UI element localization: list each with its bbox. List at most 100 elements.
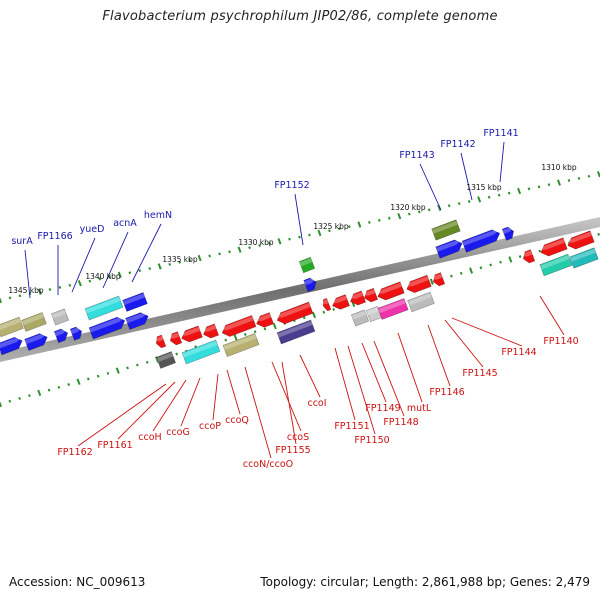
gene-cog-shape bbox=[569, 247, 599, 269]
gene-cog-shape bbox=[21, 312, 47, 332]
scale-ring-outer-tick bbox=[0, 296, 2, 304]
lower-callout-line bbox=[244, 366, 272, 459]
scale-ring-outer-tick bbox=[288, 237, 291, 241]
gene-cog-inner-shape bbox=[181, 339, 221, 365]
upper-callout-line bbox=[71, 237, 96, 293]
gene-fwd-shape bbox=[69, 326, 83, 341]
gene-rev-shine bbox=[566, 231, 592, 243]
gene-rev bbox=[255, 312, 274, 328]
scale-ring-outer-tick bbox=[37, 288, 42, 295]
scale-ring-inner-tick bbox=[272, 322, 277, 330]
scale-ring-inner-tick bbox=[243, 333, 247, 336]
lower-callout-line bbox=[361, 342, 387, 403]
upper-gene-label: FP1141 bbox=[483, 128, 518, 139]
lower-gene-label: FP1150 bbox=[354, 435, 389, 446]
scale-ring-inner-tick bbox=[538, 249, 542, 253]
gene-cog-shape bbox=[298, 256, 316, 274]
scale-ring-outer-tick bbox=[148, 267, 152, 271]
gene-cog-inner bbox=[156, 351, 176, 369]
gene-rev-shine bbox=[322, 299, 329, 305]
scale-label: 1310 kbp bbox=[541, 163, 577, 172]
scale-ring-outer-tick bbox=[88, 279, 92, 283]
scale-label: 1335 kbp bbox=[162, 255, 198, 264]
gene-fwd-shape bbox=[501, 226, 515, 241]
lower-gene-label: FP1149 bbox=[365, 403, 400, 414]
scale-ring-outer-tick bbox=[527, 187, 531, 191]
gene-fwd bbox=[303, 277, 317, 292]
gene-fwd bbox=[69, 326, 83, 341]
gene-cog-inner-shine bbox=[182, 340, 218, 358]
scale-ring-inner-tick bbox=[233, 334, 238, 341]
upper-callout-line bbox=[294, 193, 304, 246]
gene-rev-shape bbox=[322, 297, 332, 312]
scale-ring-outer-tick bbox=[357, 221, 362, 228]
gene-cog-inner bbox=[181, 339, 221, 365]
scale-ring-inner-tick bbox=[224, 338, 228, 342]
upper-gene-label: FP1143 bbox=[399, 150, 434, 161]
scale-ring-outer-tick bbox=[8, 296, 12, 300]
scale-ring-outer-tick bbox=[487, 195, 491, 199]
scale-ring-outer-tick bbox=[377, 218, 381, 222]
gene-rev-shine bbox=[276, 302, 311, 318]
gene-rev bbox=[363, 287, 379, 303]
lower-gene-label: FP1148 bbox=[383, 417, 418, 428]
scale-ring-outer-tick bbox=[138, 269, 142, 273]
scale-ring-outer-tick bbox=[407, 212, 411, 216]
gene-rev-shape bbox=[567, 230, 595, 250]
scale-ring-outer-tick bbox=[77, 280, 82, 287]
gene-rev-shine bbox=[363, 289, 376, 296]
scale-ring-inner-tick bbox=[37, 389, 42, 397]
scale-ring-outer-tick bbox=[467, 199, 471, 203]
gene-cog-shine bbox=[85, 296, 121, 314]
gene-cog-shine bbox=[122, 293, 146, 306]
gene-rev bbox=[349, 290, 367, 306]
gene-rev bbox=[566, 230, 595, 250]
scale-ring-outer-tick bbox=[98, 277, 102, 281]
scale-ring-outer-tick bbox=[308, 233, 311, 237]
scale-ring-outer-tick bbox=[277, 238, 282, 245]
scale-ring-outer-tick bbox=[258, 244, 261, 247]
scale-ring-inner-tick bbox=[57, 385, 61, 389]
gene-fwd-shine bbox=[54, 329, 67, 337]
lower-gene-label: ccoQ bbox=[225, 415, 249, 426]
scale-ring-inner-tick bbox=[263, 327, 267, 331]
scale-ring-outer-tick bbox=[208, 254, 211, 258]
scale-ring-inner-tick bbox=[312, 311, 317, 319]
scale-ring-outer-tick bbox=[48, 288, 52, 291]
gene-rev-shape bbox=[406, 274, 432, 294]
upper-callout-line bbox=[102, 231, 129, 289]
gene-fwd bbox=[501, 226, 515, 241]
gene-fwd-shine bbox=[0, 338, 22, 349]
gene-cog-inner bbox=[350, 309, 370, 327]
gene-rev-shape bbox=[256, 312, 274, 328]
lower-gene-label: FP1146 bbox=[429, 387, 464, 398]
gene-fwd-shape bbox=[0, 336, 23, 356]
scale-ring-outer-tick bbox=[108, 275, 112, 279]
lower-gene-label: ccoH bbox=[138, 432, 161, 443]
scale-ring-inner-tick bbox=[429, 278, 434, 285]
lower-gene-label: FP1151 bbox=[334, 421, 369, 432]
scale-ring-outer-tick bbox=[317, 229, 322, 237]
gene-fwd bbox=[461, 229, 501, 253]
scale-ring-outer-tick bbox=[58, 285, 62, 289]
scale-ring-inner-tick bbox=[253, 330, 257, 334]
scale-ring-outer-tick bbox=[507, 191, 511, 195]
scale-label: 1325 kbp bbox=[313, 222, 349, 231]
gene-rev-shape bbox=[540, 237, 568, 257]
lower-callout-line bbox=[539, 295, 565, 336]
lower-callout-line bbox=[117, 381, 176, 440]
scale-ring-outer-tick bbox=[338, 227, 341, 231]
gene-rev bbox=[331, 294, 350, 310]
gene-rev-shape bbox=[221, 315, 257, 337]
scale-ring-inner-tick bbox=[67, 383, 71, 387]
gene-cog-shine bbox=[0, 318, 21, 331]
gene-cog-inner bbox=[377, 298, 409, 320]
gene-cog-inner-shine bbox=[156, 352, 174, 363]
scale-ring-outer-tick bbox=[537, 185, 541, 189]
lower-gene-label: ccoS bbox=[287, 432, 309, 443]
gene-cog-shape bbox=[84, 295, 124, 321]
gene-fwd-shine bbox=[89, 317, 124, 333]
gene-cog-shape bbox=[0, 316, 24, 338]
scale-ring-outer-tick bbox=[447, 204, 451, 208]
gene-fwd bbox=[53, 328, 68, 344]
